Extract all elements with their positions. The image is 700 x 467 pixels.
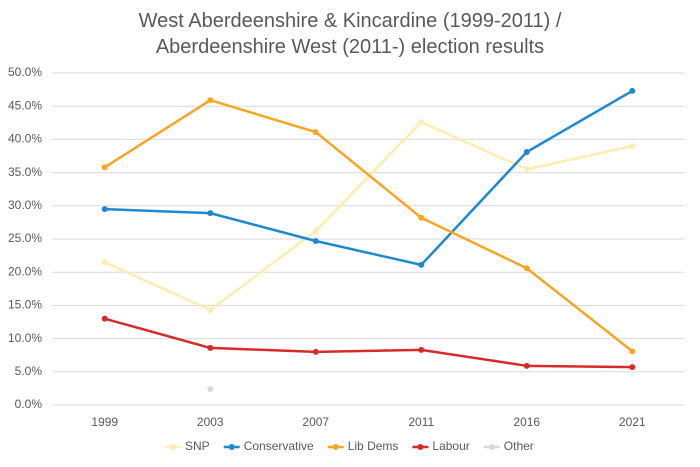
legend-swatch-dot (228, 444, 235, 450)
data-point (207, 210, 214, 217)
legend-swatch-dot (488, 444, 495, 450)
x-tick-label: 2003 (197, 415, 224, 429)
legend-label: Other (504, 439, 534, 453)
data-point (101, 259, 108, 266)
data-point (207, 386, 214, 393)
y-tick-label: 50.0% (8, 65, 42, 79)
y-tick-label: 5.0% (15, 364, 43, 378)
x-tick-label: 2007 (302, 415, 329, 429)
y-tick-label: 15.0% (8, 298, 42, 312)
series-line (104, 89, 633, 267)
y-tick-label: 35.0% (8, 165, 42, 179)
x-tick-label: 2021 (619, 415, 646, 429)
data-point (418, 261, 425, 268)
y-tick-label: 10.0% (8, 331, 42, 345)
data-point (629, 87, 636, 94)
y-tick-label: 40.0% (8, 132, 42, 146)
data-point (207, 307, 214, 314)
legend-swatch-dot (332, 444, 339, 450)
data-point (101, 164, 108, 171)
series-line (104, 120, 633, 312)
data-point (101, 206, 108, 213)
data-point (312, 129, 319, 136)
y-tick-label: 30.0% (8, 198, 42, 212)
data-point (312, 348, 319, 355)
data-point (207, 344, 214, 351)
legend-label: Labour (432, 439, 469, 453)
legend-swatch-dot (170, 444, 176, 450)
series-line (104, 317, 633, 369)
data-point (312, 228, 319, 235)
data-point (523, 149, 530, 156)
chart-title: West Aberdeenshire & Kincardine (1999-20… (138, 10, 562, 58)
legend-label: SNP (185, 439, 210, 453)
data-point (523, 362, 530, 369)
y-tick-label: 25.0% (8, 231, 42, 245)
series-line (104, 98, 634, 353)
x-tick-label: 2011 (408, 415, 434, 429)
data-point (629, 364, 636, 371)
data-point (523, 265, 530, 272)
data-point (418, 119, 425, 126)
legend-swatch-dot (417, 444, 424, 450)
y-tick-label: 45.0% (8, 98, 42, 112)
x-tick-label: 2016 (513, 415, 540, 429)
data-point (418, 346, 425, 353)
y-tick-label: 0.0% (15, 397, 43, 411)
data-point (418, 214, 425, 221)
data-point (101, 315, 108, 322)
data-point (629, 143, 636, 150)
x-tick-label: 1999 (91, 415, 118, 429)
legend-label: Lib Dems (348, 439, 399, 453)
data-point (523, 166, 530, 173)
legend-label: Conservative (244, 439, 314, 453)
y-tick-label: 20.0% (8, 264, 42, 278)
data-point (629, 348, 636, 355)
data-point (312, 237, 319, 244)
data-point (207, 97, 214, 104)
